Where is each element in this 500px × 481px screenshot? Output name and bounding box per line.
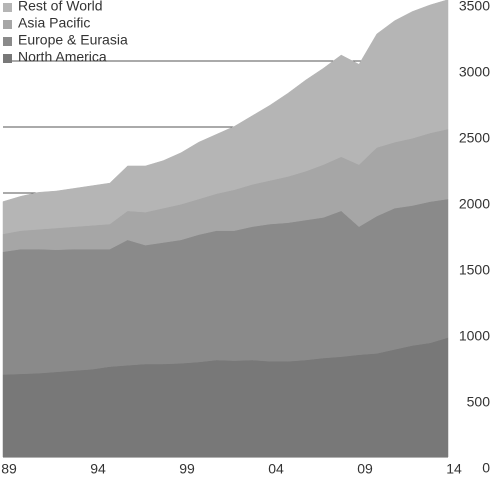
legend-label: North America — [18, 49, 107, 65]
legend-label: Europe & Eurasia — [18, 32, 128, 48]
legend-swatch — [3, 20, 12, 29]
x-tick-label: 14 — [446, 461, 462, 477]
y-tick-label: 2500 — [459, 130, 490, 146]
legend-swatch — [3, 54, 12, 63]
y-tick-label: 1000 — [459, 328, 490, 344]
area — [2, 0, 449, 235]
x-tick-label: 99 — [179, 461, 195, 477]
legend-label: Asia Pacific — [18, 15, 90, 31]
legend-swatch — [3, 37, 12, 46]
y-tick-label: 0 — [482, 460, 490, 476]
y-tick-label: 500 — [467, 394, 491, 410]
legend-swatch — [3, 3, 12, 12]
y-tick-label: 3500 — [459, 0, 490, 14]
areas — [2, 0, 449, 458]
y-tick-label: 3000 — [459, 64, 490, 80]
y-tick-label: 1500 — [459, 262, 490, 278]
x-tick-label: 09 — [357, 461, 373, 477]
x-tick-label: 94 — [90, 461, 106, 477]
x-tick-label: 89 — [1, 461, 17, 477]
y-tick-label: 2000 — [459, 196, 490, 212]
legend-label: Rest of World — [18, 0, 103, 14]
x-tick-label: 04 — [268, 461, 284, 477]
labels: 0 500 1000 1500 2000 2500 3000 3500 89 94 99 04 09 14… — [1, 0, 490, 477]
